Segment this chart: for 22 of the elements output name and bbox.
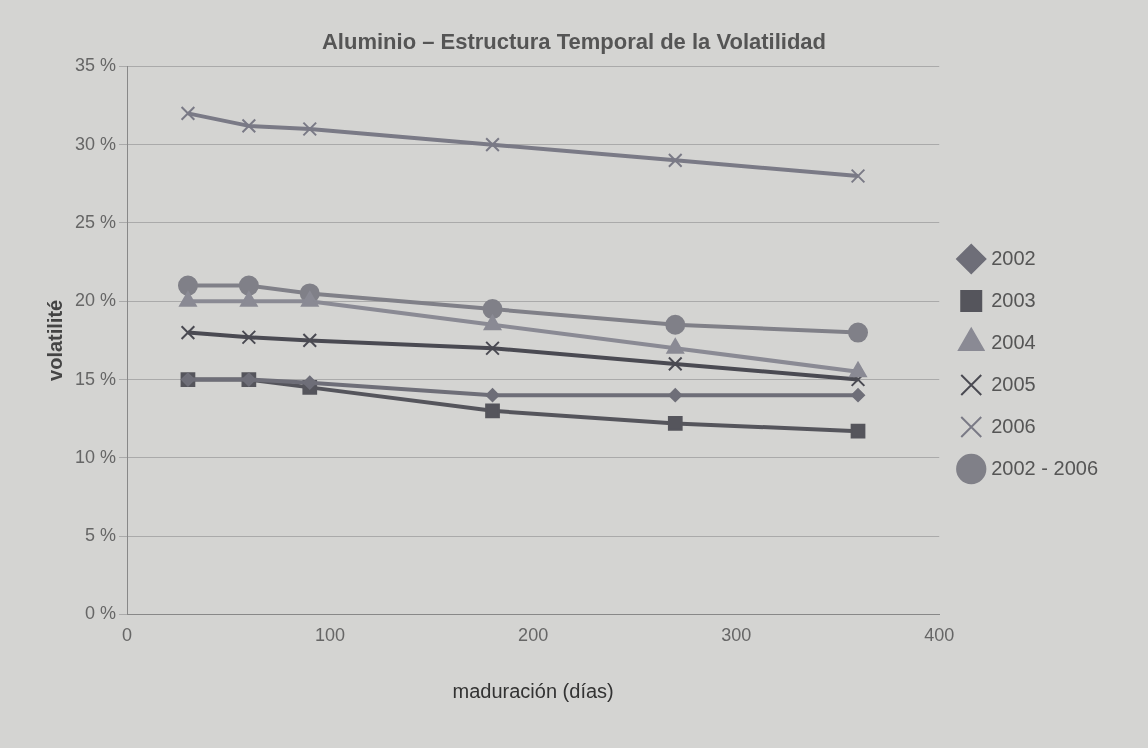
- legend-label: 2002 - 2006: [991, 456, 1099, 479]
- legend-label: 2004: [991, 330, 1036, 353]
- x-tick-label: 300: [721, 625, 752, 646]
- y-tick-label: 0 %: [85, 603, 117, 624]
- y-tick-label: 25 %: [75, 211, 117, 232]
- y-tick-label: 5 %: [85, 525, 117, 546]
- y-tick-label: 15 %: [75, 368, 117, 389]
- legend-label: 2005: [991, 372, 1036, 395]
- x-tick-label: 0: [122, 625, 133, 646]
- y-tick-label: 20 %: [75, 290, 117, 311]
- legend-label: 2002: [991, 246, 1036, 269]
- chart-title: Aluminio – Estructura Temporal de la Volatilidad: [321, 29, 827, 55]
- y-tick-label: 10 %: [75, 446, 117, 467]
- x-axis-title: maduración (días): [452, 679, 614, 702]
- legend-label: 2003: [991, 288, 1036, 311]
- x-tick-label: 200: [518, 625, 549, 646]
- x-tick-label: 100: [315, 625, 346, 646]
- y-tick-label: 30 %: [75, 133, 117, 154]
- y-axis-title: volatilité: [43, 299, 66, 381]
- legend-label: 2006: [991, 414, 1036, 437]
- y-tick-label: 35 %: [75, 55, 117, 76]
- x-tick-label: 400: [924, 625, 955, 646]
